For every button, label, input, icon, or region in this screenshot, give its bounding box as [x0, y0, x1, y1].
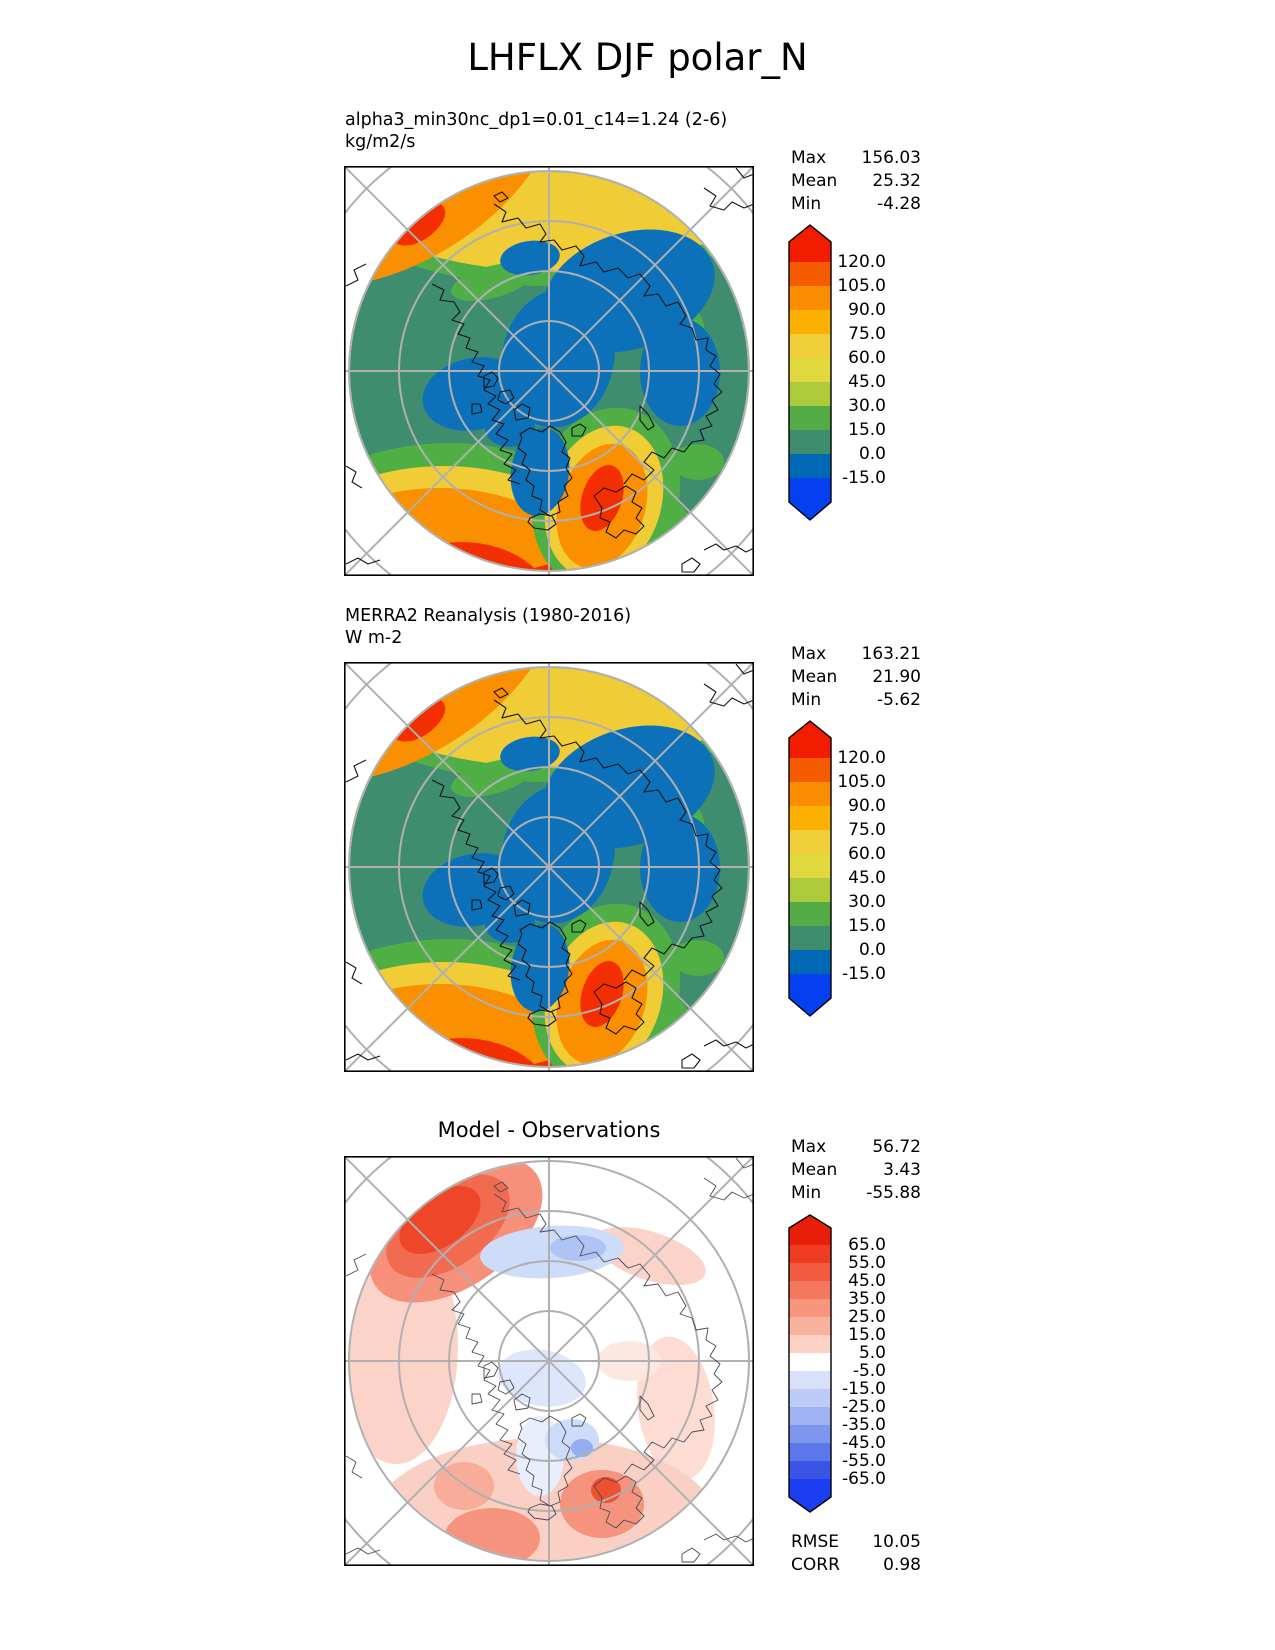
- map-difference: [344, 1156, 754, 1566]
- stat-label: CORR: [791, 1555, 840, 1575]
- panel-model-units: kg/m2/s: [345, 132, 416, 152]
- stat-row: Mean 25.32: [791, 170, 921, 193]
- stat-value: 0.98: [883, 1555, 921, 1575]
- colorbar-tick-label: -45.0: [842, 1433, 886, 1453]
- stat-label: Min: [791, 690, 822, 710]
- map-model: [344, 166, 754, 576]
- stat-row: Max 156.03: [791, 147, 921, 170]
- stat-value: 3.43: [883, 1160, 921, 1180]
- panel-reference-subtitle: MERRA2 Reanalysis (1980-2016): [345, 606, 632, 626]
- colorbar-tick-label: -15.0: [842, 468, 886, 488]
- colorbar-tick-label: -25.0: [842, 1397, 886, 1417]
- colorbar-tick-label: 105.0: [837, 772, 886, 792]
- colorbar-tick-label: 65.0: [848, 1235, 886, 1255]
- stat-value: 10.05: [872, 1532, 921, 1552]
- colorbar-tick-label: 120.0: [837, 748, 886, 768]
- stat-row: Min -55.88: [791, 1182, 921, 1205]
- colorbar-tick-label: 120.0: [837, 252, 886, 272]
- stat-value: 156.03: [861, 148, 921, 168]
- colorbar-tick-label: 0.0: [858, 444, 886, 464]
- stat-value: 163.21: [861, 644, 921, 664]
- colorbar-tick-label: 60.0: [848, 844, 886, 864]
- colorbar-tick-label: 45.0: [848, 868, 886, 888]
- stat-label: Min: [791, 1183, 822, 1203]
- colorbar-tick-label: 15.0: [848, 420, 886, 440]
- stat-label: Mean: [791, 171, 838, 191]
- stat-row: CORR 0.98: [791, 1554, 921, 1577]
- stat-row: Mean 21.90: [791, 666, 921, 689]
- colorbar-tick-label: -55.0: [842, 1451, 886, 1471]
- stat-label: Min: [791, 194, 822, 214]
- map-reference: [344, 662, 754, 1072]
- colorbar-tick-label: 5.0: [858, 1343, 886, 1363]
- colorbar-tick-label: 60.0: [848, 348, 886, 368]
- panel-reference-units: W m-2: [345, 628, 403, 648]
- stat-value: -55.88: [866, 1183, 921, 1203]
- stat-value: 21.90: [872, 667, 921, 687]
- colorbar-tick-label: 30.0: [848, 396, 886, 416]
- stats-block-difference: Max 56.72 Mean 3.43 Min -55.88: [791, 1136, 921, 1205]
- colorbar-tick-label: 55.0: [848, 1253, 886, 1273]
- colorbar-tick-label: -15.0: [842, 1379, 886, 1399]
- page-title: LHFLX DJF polar_N: [467, 36, 808, 79]
- colorbar-tick-label: -35.0: [842, 1415, 886, 1435]
- colorbar-tick-label: 75.0: [848, 324, 886, 344]
- colorbar-tick-label: 105.0: [837, 276, 886, 296]
- colorbar-tick-label: 25.0: [848, 1307, 886, 1327]
- colorbar-tick-label: 45.0: [848, 372, 886, 392]
- colorbar-tick-label: 30.0: [848, 892, 886, 912]
- colorbar-bar: [788, 1214, 832, 1513]
- stats-block-reference: Max 163.21 Mean 21.90 Min -5.62: [791, 643, 921, 712]
- stat-label: Mean: [791, 1160, 838, 1180]
- colorbar-tick-label: 75.0: [848, 820, 886, 840]
- stats-block-model: Max 156.03 Mean 25.32 Min -4.28: [791, 147, 921, 216]
- stat-value: 56.72: [872, 1137, 921, 1157]
- colorbar-tick-label: 90.0: [848, 796, 886, 816]
- stat-label: Max: [791, 644, 827, 664]
- stat-label: RMSE: [791, 1532, 840, 1552]
- colorbar-tick-label: 0.0: [858, 940, 886, 960]
- stat-label: Max: [791, 1137, 827, 1157]
- panel-difference-title: Model - Observations: [437, 1118, 661, 1142]
- colorbar-tick-label: -65.0: [842, 1469, 886, 1489]
- stat-row: Min -5.62: [791, 689, 921, 712]
- colorbar-tick-label: -5.0: [852, 1361, 886, 1381]
- colorbar-bar: [788, 224, 832, 521]
- colorbar-tick-label: 35.0: [848, 1289, 886, 1309]
- colorbar-tick-label: 15.0: [848, 1325, 886, 1345]
- stat-row: Max 56.72: [791, 1136, 921, 1159]
- stat-value: 25.32: [872, 171, 921, 191]
- stat-row: RMSE 10.05: [791, 1531, 921, 1554]
- stat-row: Mean 3.43: [791, 1159, 921, 1182]
- colorbar-bar: [788, 720, 832, 1017]
- stat-value: -5.62: [877, 690, 921, 710]
- colorbar-tick-label: 15.0: [848, 916, 886, 936]
- panel-model-subtitle: alpha3_min30nc_dp1=0.01_c14=1.24 (2-6): [345, 110, 728, 130]
- stat-value: -4.28: [877, 194, 921, 214]
- stat-row: Min -4.28: [791, 193, 921, 216]
- colorbar-tick-label: 45.0: [848, 1271, 886, 1291]
- metrics-block: RMSE 10.05 CORR 0.98: [791, 1531, 921, 1577]
- stat-label: Max: [791, 148, 827, 168]
- colorbar-tick-label: -15.0: [842, 964, 886, 984]
- stat-row: Max 163.21: [791, 643, 921, 666]
- stat-label: Mean: [791, 667, 838, 687]
- colorbar-tick-label: 90.0: [848, 300, 886, 320]
